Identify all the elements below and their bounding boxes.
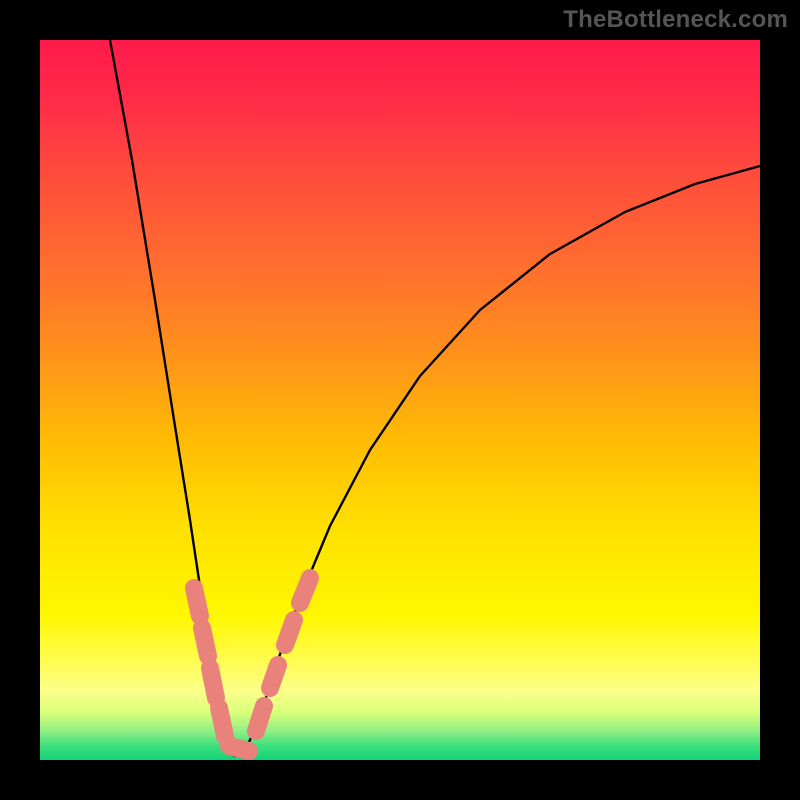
curve-marker	[229, 746, 249, 751]
curve-marker	[256, 706, 264, 731]
curve-marker	[300, 578, 310, 603]
curve-marker	[285, 620, 294, 645]
curve-marker	[202, 628, 208, 656]
plot-area	[40, 40, 760, 760]
curve-marker	[219, 708, 225, 736]
curve-marker	[270, 665, 278, 688]
watermark-text: TheBottleneck.com	[563, 6, 788, 34]
curve-marker	[194, 588, 200, 616]
curve-marker	[210, 668, 216, 698]
curve-markers	[194, 578, 310, 751]
bottleneck-curve	[40, 40, 760, 760]
